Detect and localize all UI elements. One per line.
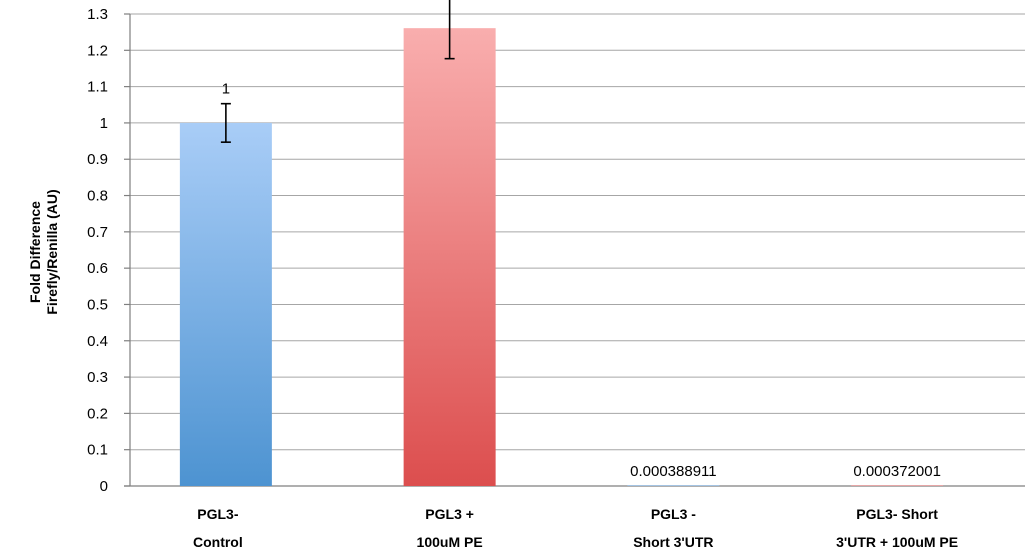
y-tick-label: 0.9 <box>87 151 108 168</box>
y-tick-label: 1.1 <box>87 79 108 96</box>
error-bars <box>220 0 455 143</box>
bars <box>179 28 944 486</box>
y-tick-label: 0 <box>100 478 108 495</box>
x-category-label: 3'UTR + 100uM PE <box>836 534 958 550</box>
data-label: 0.000388911 <box>630 463 716 480</box>
y-tick-label: 0.2 <box>87 405 108 422</box>
y-tick-label: 0.6 <box>87 260 108 277</box>
y-tick-label: 1.3 <box>87 6 108 23</box>
y-tick-label: 0.4 <box>87 333 108 350</box>
bar <box>851 485 944 486</box>
x-axis-categories: PGL3- Control PGL3 + 100uM PE PGL3 - Short 3'… <box>193 506 958 550</box>
y-tick-label: 0.1 <box>87 442 108 459</box>
y-tick-label: 0.5 <box>87 296 108 313</box>
y-tick-label: 1.2 <box>87 42 108 59</box>
y-tick-label: 0.3 <box>87 369 108 386</box>
bar <box>179 122 272 486</box>
x-category-label: PGL3- Short <box>856 506 938 522</box>
y-tick-label: 0.7 <box>87 224 108 241</box>
x-category-label: 100uM PE <box>417 534 483 550</box>
x-category-label: Control <box>193 534 243 550</box>
y-tick-label: 0.8 <box>87 188 108 205</box>
y-axis-label-line-1: Fold Difference <box>27 201 43 303</box>
x-category-label: Short 3'UTR <box>633 534 713 550</box>
x-category-label: PGL3 - <box>651 506 696 522</box>
x-category-label: PGL3- <box>197 506 239 522</box>
y-axis-label-line-2: Firefly/Renilla (AU) <box>44 189 60 314</box>
data-label: 1 <box>222 81 230 98</box>
y-axis-ticks: 0 0.1 0.2 0.3 0.4 0.5 0.6 0.7 0.8 0.9 1 1.1 1.2 1.3 <box>87 6 108 495</box>
data-label: 0.000372001 <box>853 463 941 480</box>
y-axis-label: Fold Difference Firefly/Renilla (AU) <box>27 189 60 314</box>
bar <box>627 485 720 486</box>
bar <box>403 28 496 486</box>
x-category-label: PGL3 + <box>425 506 474 522</box>
y-tick-label: 1 <box>100 115 108 132</box>
